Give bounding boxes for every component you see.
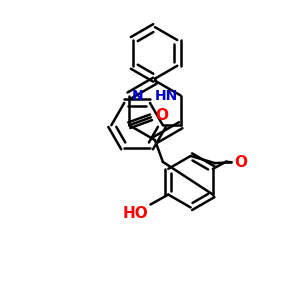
Text: N: N — [132, 88, 144, 103]
Text: O: O — [155, 108, 168, 123]
Text: HO: HO — [123, 206, 148, 221]
Text: HN: HN — [154, 88, 178, 103]
Text: O: O — [235, 155, 248, 170]
